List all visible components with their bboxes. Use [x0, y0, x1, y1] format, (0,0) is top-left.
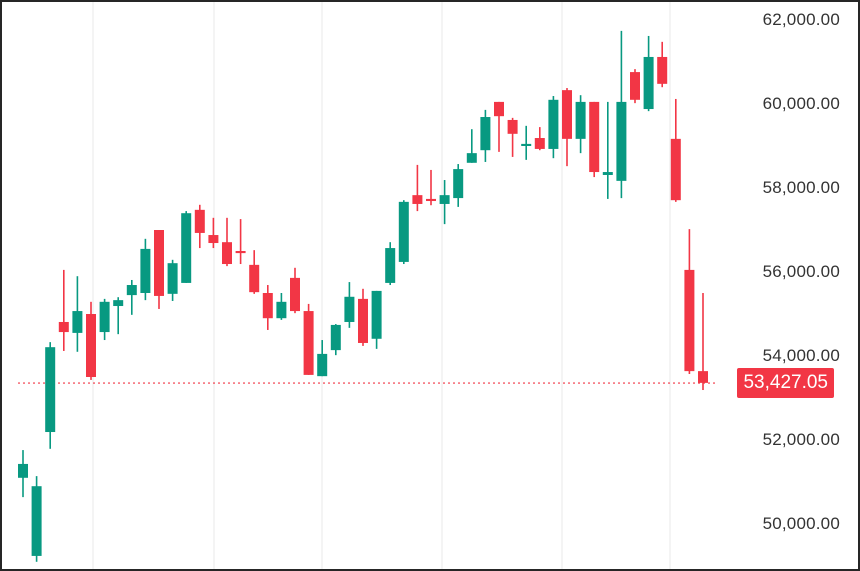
candle-up: [113, 297, 124, 335]
candle-up: [167, 259, 178, 301]
candle-up: [643, 35, 654, 112]
candle-up: [317, 340, 328, 377]
candle-down: [412, 164, 423, 212]
last-price-badge: 53,427.05: [737, 368, 834, 399]
price-axis-label: 54,000.00: [762, 346, 840, 365]
candle-up: [181, 211, 192, 283]
price-axis-label: 50,000.00: [762, 514, 840, 533]
candle-down: [507, 117, 518, 157]
candle-up: [344, 282, 355, 328]
candle-down: [86, 301, 96, 380]
price-axis-label: 60,000.00: [762, 94, 840, 113]
candle-down: [58, 269, 69, 351]
candle-up: [276, 293, 287, 320]
price-axis-label: 62,000.00: [762, 10, 840, 29]
candle-up: [99, 298, 110, 341]
price-axis-label: 58,000.00: [762, 178, 840, 197]
candle-down: [222, 217, 232, 267]
vertical-gridlines: [92, 2, 671, 569]
candle-up: [45, 342, 56, 449]
candle-up: [466, 129, 477, 163]
candle-up: [521, 125, 532, 160]
candle-up: [72, 276, 83, 352]
candle-down: [235, 219, 246, 265]
candle-down: [249, 250, 260, 294]
candle-up: [453, 164, 464, 207]
candle-up: [371, 290, 382, 349]
candle-down: [684, 229, 695, 375]
candle-down: [698, 293, 708, 391]
candle-up: [398, 200, 409, 265]
candle-up: [575, 95, 586, 154]
candle-up: [126, 279, 137, 315]
candle-up: [439, 180, 450, 225]
candle-down: [262, 285, 273, 330]
candle-down: [494, 101, 504, 152]
candle-up: [602, 101, 613, 199]
candle-up: [385, 242, 396, 286]
price-axis-label: 56,000.00: [762, 262, 840, 281]
candles: [18, 30, 708, 562]
price-axis-label: 52,000.00: [762, 430, 840, 449]
candle-down: [154, 230, 164, 309]
candle-down: [358, 288, 368, 346]
candle-down: [194, 204, 205, 249]
candle-up: [548, 96, 559, 159]
candle-down: [657, 41, 668, 88]
candle-up: [31, 476, 42, 562]
candle-down: [208, 217, 219, 249]
candle-up: [480, 109, 491, 162]
candle-down: [562, 88, 572, 167]
candle-down: [303, 303, 314, 375]
candle-down: [630, 69, 640, 104]
candle-down: [589, 101, 600, 178]
candle-up: [140, 238, 151, 301]
candle-up: [18, 450, 28, 498]
candle-down: [290, 267, 300, 314]
candle-down: [426, 169, 436, 206]
candle-up: [330, 324, 341, 356]
candle-down: [534, 127, 545, 151]
candle-up: [616, 30, 627, 199]
candle-down: [670, 98, 681, 202]
